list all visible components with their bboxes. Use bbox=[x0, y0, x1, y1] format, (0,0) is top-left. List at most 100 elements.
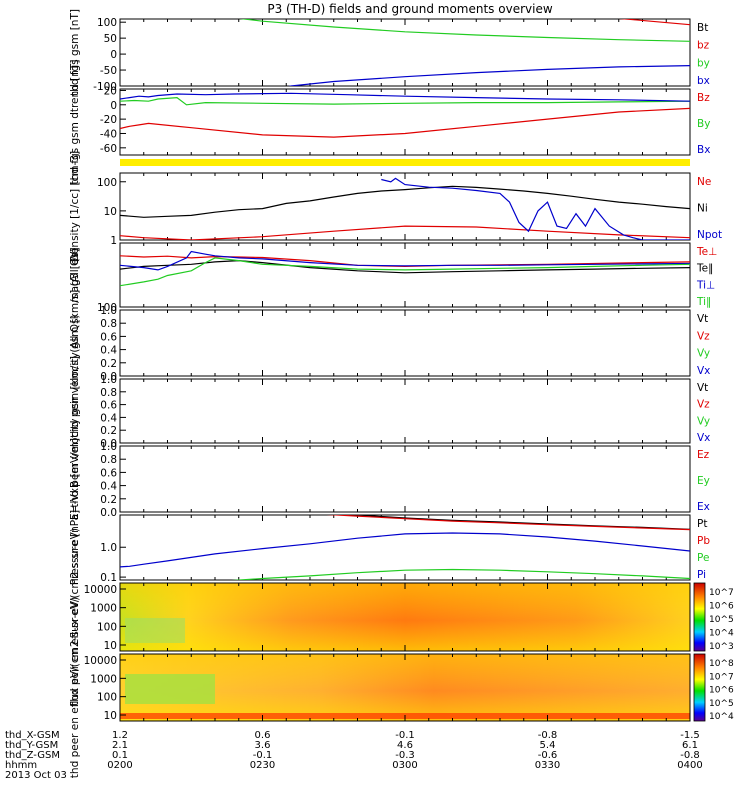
figure-title: P3 (TH-D) fields and ground moments over… bbox=[267, 2, 552, 16]
legend-entry: Vy bbox=[697, 415, 710, 427]
legend-entry: Vz bbox=[697, 330, 710, 342]
colorbar-tick-label: 10^4 bbox=[709, 712, 734, 722]
y-tick-label: 100 bbox=[97, 621, 117, 633]
legend-entry: Ti⊥ bbox=[696, 279, 715, 291]
y-tick-label: 10000 bbox=[84, 584, 117, 596]
coverage-band bbox=[120, 159, 690, 166]
y-tick-label: -20 bbox=[100, 114, 117, 126]
legend-entry: Ey bbox=[697, 475, 710, 487]
y-tick-label: 20 bbox=[104, 85, 117, 97]
panel-frame bbox=[119, 378, 691, 444]
legend-entry: Pi bbox=[697, 569, 706, 581]
panel-frame bbox=[119, 242, 691, 308]
y-tick-label: 0.6 bbox=[100, 400, 117, 412]
x-row-label: thd_Y-GSM bbox=[5, 740, 58, 751]
legend-entry: bz bbox=[697, 40, 710, 52]
y-axis-label: thd fgs gsm dtrend [nT] bbox=[69, 60, 81, 185]
x-row-value: 2.1 bbox=[112, 740, 128, 751]
legend-entry: Vy bbox=[697, 348, 710, 360]
panel-frame bbox=[119, 18, 691, 87]
legend-entry: Pt bbox=[697, 518, 707, 530]
colorbar-tick-label: 10^7 bbox=[709, 672, 734, 682]
y-tick-label: -50 bbox=[100, 65, 117, 77]
x-row-value: 5.4 bbox=[540, 740, 556, 751]
spectrogram-low-patch bbox=[125, 618, 185, 643]
y-tick-label: 0.8 bbox=[100, 387, 117, 399]
series-Te⊥ bbox=[120, 255, 690, 268]
y-tick-label: 0.1 bbox=[100, 572, 117, 584]
panel-10: 10^8 10^7 10^6 10^5 10^4 10000 1000 100 10 thd pe… bbox=[69, 597, 734, 778]
x-row-value: 0200 bbox=[107, 760, 132, 771]
legend-entry: Te⊥ bbox=[696, 246, 717, 258]
y-tick-label: -60 bbox=[100, 143, 117, 155]
y-axis-label: mag3 [eV] bbox=[69, 247, 81, 302]
x-row-value: 0400 bbox=[677, 760, 702, 771]
x-row-value: -0.1 bbox=[395, 730, 415, 741]
legend-entry: by bbox=[697, 57, 710, 69]
x-axis-annotation: thd_X-GSM 1.2 0.6 -0.1 -0.8 -1.5 thd_Y-GSM 2.1 3… bbox=[5, 730, 703, 781]
y-tick-label: 0 bbox=[110, 49, 117, 61]
y-axis-label: thd fgs gsm [nT] bbox=[69, 9, 81, 96]
x-row-value: 3.6 bbox=[255, 740, 271, 751]
series-bz bbox=[618, 19, 690, 26]
y-tick-label: 1 bbox=[110, 235, 117, 247]
y-tick-label: 10000 bbox=[84, 655, 117, 667]
panel-9: 10^7 10^6 10^5 10^4 10^3 10000 1000 100 10 thd pe… bbox=[69, 528, 734, 706]
legend-entry: Bx bbox=[697, 144, 710, 156]
y-tick-label: 0.6 bbox=[100, 331, 117, 343]
series-By bbox=[120, 96, 690, 106]
legend-entry: Bt bbox=[697, 22, 708, 34]
x-row-value: 0330 bbox=[535, 760, 560, 771]
legend-entry: bx bbox=[697, 75, 710, 87]
y-axis-label: thd peir en eflux eV/(cm2-s-sr-eV) bbox=[69, 528, 81, 706]
y-tick-label: 1.0 bbox=[100, 374, 117, 386]
x-row-value: 6.1 bbox=[682, 740, 698, 751]
y-tick-label: 10 bbox=[104, 206, 117, 218]
y-tick-label: 0.0 bbox=[100, 438, 117, 450]
series-Bz bbox=[120, 107, 690, 138]
y-tick-label: 0.8 bbox=[100, 454, 117, 466]
legend-entry: Ex bbox=[697, 501, 710, 513]
y-tick-label: 100 bbox=[97, 302, 117, 314]
series-Ne bbox=[120, 225, 690, 240]
legend-entry: Te‖ bbox=[696, 263, 713, 275]
legend-entry: Pe bbox=[697, 552, 709, 564]
y-tick-label: -100 bbox=[93, 81, 117, 93]
legend-entry: Vt bbox=[697, 313, 708, 325]
series-by bbox=[238, 19, 690, 42]
panel-frame bbox=[119, 445, 691, 513]
panel-frame bbox=[119, 172, 691, 241]
x-row-value: -0.6 bbox=[538, 750, 558, 761]
legend-entry: Pb bbox=[697, 535, 710, 547]
y-tick-label: 0.6 bbox=[100, 467, 117, 479]
y-axis-label: thd peer en eflux eV/(cm2-s-sr-eV) bbox=[69, 597, 81, 778]
x-row-value: 1.2 bbox=[112, 730, 128, 741]
x-row-value: -0.3 bbox=[395, 750, 415, 761]
colorbar-tick-label: 10^3 bbox=[709, 642, 734, 652]
x-row-value: 4.6 bbox=[397, 740, 413, 751]
x-row-value: -0.8 bbox=[680, 750, 700, 761]
y-tick-label: 100 bbox=[97, 177, 117, 189]
legend-entry: Bz bbox=[697, 92, 710, 104]
y-axis-label: thd peer velocity gsm [km/s] (All Qs) bbox=[69, 314, 81, 507]
panel-3: 100 10 1 Density [1/cc] [cm-3] Ne Ni Npot bbox=[69, 151, 722, 262]
legend-entry: By bbox=[697, 118, 710, 130]
y-tick-label: 0.0 bbox=[100, 371, 117, 383]
legend-entry: Ne bbox=[697, 176, 711, 188]
series-Ti⊥ bbox=[120, 250, 690, 271]
y-tick-label: 100 bbox=[97, 17, 117, 29]
colorbar-tick-label: 10^7 bbox=[709, 588, 734, 598]
y-tick-label: 0.2 bbox=[100, 425, 117, 437]
y-tick-label: 1000 bbox=[90, 673, 117, 685]
colorbar-tick-label: 10^5 bbox=[709, 699, 734, 709]
y-tick-label: 0.8 bbox=[100, 318, 117, 330]
y-tick-label: 0.2 bbox=[100, 494, 117, 506]
colorbar bbox=[693, 582, 706, 652]
legend-entry: Npot bbox=[697, 229, 722, 241]
panel-frame bbox=[119, 309, 691, 377]
colorbar-tick-label: 10^6 bbox=[709, 602, 734, 612]
